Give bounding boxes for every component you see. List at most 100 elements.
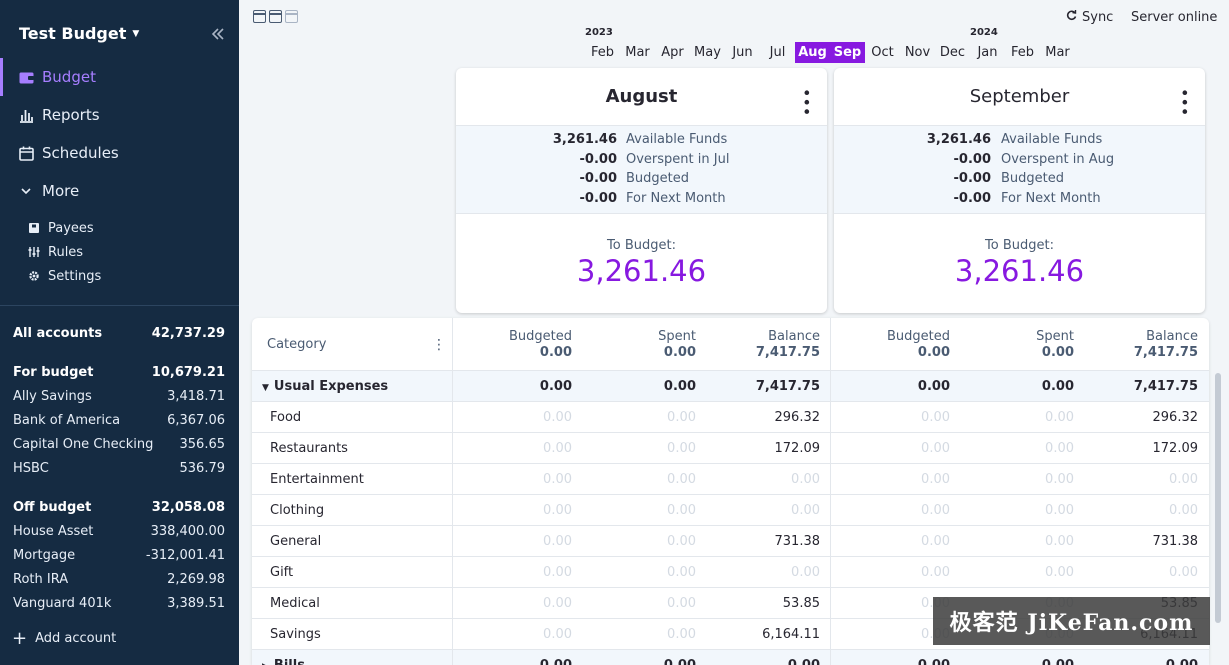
budgeted-cell[interactable]: 0.00 (921, 441, 950, 456)
caret-right-icon[interactable]: ▶ (262, 662, 269, 665)
balance-cell[interactable]: 0.00 (791, 503, 820, 518)
nav-budget[interactable]: Budget (0, 58, 239, 96)
month-picker-item[interactable]: Mar (1045, 45, 1070, 60)
balance-cell[interactable]: 7,417.75 (1133, 379, 1198, 394)
month-picker-item-selected[interactable]: Sep (830, 42, 865, 63)
balance-cell[interactable]: 0.00 (1169, 472, 1198, 487)
category-name[interactable]: Restaurants (270, 441, 348, 456)
budgeted-cell[interactable]: 0.00 (921, 503, 950, 518)
budgeted-cell[interactable]: 0.00 (921, 472, 950, 487)
category-group-row[interactable]: ▶ Bills 0.00 0.00 0.00 0.00 0.00 0.00 (252, 650, 1209, 665)
balance-cell[interactable]: 7,417.75 (755, 379, 820, 394)
balance-cell[interactable]: 172.09 (774, 441, 821, 456)
budgeted-cell[interactable]: 0.00 (543, 565, 572, 580)
account-row[interactable]: Bank of America 6,367.06 (13, 409, 225, 431)
server-status[interactable]: Server online (1131, 10, 1218, 25)
off-budget-accounts[interactable]: Off budget 32,058.08 (13, 496, 225, 518)
category-name[interactable]: Medical (270, 596, 320, 611)
nav-schedules[interactable]: Schedules (0, 134, 239, 172)
account-row[interactable]: Vanguard 401k 3,389.51 (13, 592, 225, 614)
category-row[interactable]: Gift 0.00 0.00 0.00 0.00 0.00 0.00 (252, 557, 1209, 588)
nav-more[interactable]: More (0, 172, 239, 210)
caret-down-icon[interactable]: ▼ (262, 383, 269, 393)
add-account-button[interactable]: + Add account (12, 629, 116, 647)
nav-payees[interactable]: Payees (28, 217, 94, 239)
month-picker-item[interactable]: Feb (590, 45, 615, 60)
account-row[interactable]: Roth IRA 2,269.98 (13, 568, 225, 590)
balance-cell[interactable]: 296.32 (774, 410, 821, 425)
budgeted-cell[interactable]: 0.00 (917, 379, 950, 394)
more-vertical-icon[interactable]: ••• (1175, 88, 1194, 117)
category-name[interactable]: Savings (270, 627, 321, 642)
calendar-icon[interactable] (253, 10, 266, 23)
month-picker-item[interactable]: Apr (661, 45, 684, 60)
account-row[interactable]: Capital One Checking 356.65 (13, 433, 225, 455)
balance-cell[interactable]: 0.00 (1083, 658, 1198, 665)
account-row[interactable]: Ally Savings 3,418.71 (13, 385, 225, 407)
category-name[interactable]: Food (270, 410, 301, 425)
budgeted-cell[interactable]: 0.00 (921, 534, 950, 549)
month-picker-item[interactable]: Jun (732, 45, 753, 60)
budget-name-menu[interactable]: Test Budget ▼ (19, 24, 139, 43)
collapse-sidebar-icon[interactable] (210, 26, 228, 44)
budgeted-cell[interactable]: 0.00 (543, 472, 572, 487)
budgeted-cell[interactable]: 0.00 (543, 534, 572, 549)
month-picker-item[interactable]: Jan (977, 45, 998, 60)
month-picker-item[interactable]: Oct (871, 45, 894, 60)
category-group-row[interactable]: ▼ Usual Expenses 0.00 0.00 7,417.75 0.00 0.00 7… (252, 371, 1209, 402)
balance-cell[interactable]: 172.09 (1152, 441, 1199, 456)
budgeted-cell[interactable]: 0.00 (921, 565, 950, 580)
budgeted-cell[interactable]: 0.00 (457, 658, 572, 665)
budgeted-cell[interactable]: 0.00 (539, 379, 572, 394)
account-row[interactable]: HSBC 536.79 (13, 457, 225, 479)
nav-settings[interactable]: Settings (28, 265, 101, 287)
month-picker-item[interactable]: Mar (625, 45, 650, 60)
nav-reports[interactable]: Reports (0, 96, 239, 134)
balance-cell[interactable]: 6,164.11 (762, 627, 820, 642)
budgeted-cell[interactable]: 0.00 (543, 627, 572, 642)
balance-cell[interactable]: 296.32 (1152, 410, 1199, 425)
sync-button[interactable]: Sync (1066, 10, 1113, 25)
for-budget-accounts[interactable]: For budget 10,679.21 (13, 361, 225, 383)
budgeted-cell[interactable]: 0.00 (543, 441, 572, 456)
nav-rules[interactable]: Rules (28, 241, 83, 263)
balance-cell[interactable]: 0.00 (1169, 565, 1198, 580)
category-name[interactable]: Entertainment (270, 472, 364, 487)
budgeted-cell[interactable]: 0.00 (543, 596, 572, 611)
category-name[interactable]: Clothing (270, 503, 324, 518)
month-picker-item[interactable]: Jul (769, 45, 786, 60)
balance-cell[interactable]: 0.00 (791, 472, 820, 487)
category-row[interactable]: Restaurants 0.00 0.00 172.09 0.00 0.00 172.09 (252, 433, 1209, 464)
group-name[interactable]: ▶ Bills (262, 658, 305, 665)
account-row[interactable]: Mortgage -312,001.41 (13, 544, 225, 566)
balance-cell[interactable]: 0.00 (1169, 503, 1198, 518)
all-accounts[interactable]: All accounts 42,737.29 (13, 322, 225, 344)
budgeted-cell[interactable]: 0.00 (543, 503, 572, 518)
category-row[interactable]: Entertainment 0.00 0.00 0.00 0.00 0.00 0.00 (252, 464, 1209, 495)
month-picker-item[interactable]: Feb (1010, 45, 1035, 60)
month-picker-item-selected[interactable]: Aug (795, 42, 830, 63)
scrollbar[interactable] (1215, 373, 1221, 623)
category-row[interactable]: Clothing 0.00 0.00 0.00 0.00 0.00 0.00 (252, 495, 1209, 526)
balance-cell[interactable]: 0.00 (791, 565, 820, 580)
more-vertical-icon[interactable]: ⋮ (432, 337, 446, 353)
calendar-icon[interactable] (269, 10, 282, 23)
balance-cell[interactable]: 731.38 (774, 534, 821, 549)
calendar-icon[interactable] (285, 10, 298, 23)
balance-cell[interactable]: 731.38 (1152, 534, 1199, 549)
month-picker-item[interactable]: Dec (939, 45, 966, 60)
category-name[interactable]: General (270, 534, 321, 549)
budgeted-cell[interactable]: 0.00 (543, 410, 572, 425)
to-budget-value[interactable]: 3,261.46 (954, 254, 1085, 288)
category-row[interactable]: General 0.00 0.00 731.38 0.00 0.00 731.38 (252, 526, 1209, 557)
month-picker-item[interactable]: Nov (904, 45, 931, 60)
account-row[interactable]: House Asset 338,400.00 (13, 520, 225, 542)
balance-cell[interactable]: 53.85 (782, 596, 820, 611)
balance-cell[interactable]: 0.00 (705, 658, 820, 665)
budgeted-cell[interactable]: 0.00 (921, 410, 950, 425)
month-picker-item[interactable]: May (694, 45, 721, 60)
more-vertical-icon[interactable]: ••• (797, 88, 816, 117)
to-budget-value[interactable]: 3,261.46 (576, 254, 707, 288)
budgeted-cell[interactable]: 0.00 (835, 658, 950, 665)
category-row[interactable]: Food 0.00 0.00 296.32 0.00 0.00 296.32 (252, 402, 1209, 433)
